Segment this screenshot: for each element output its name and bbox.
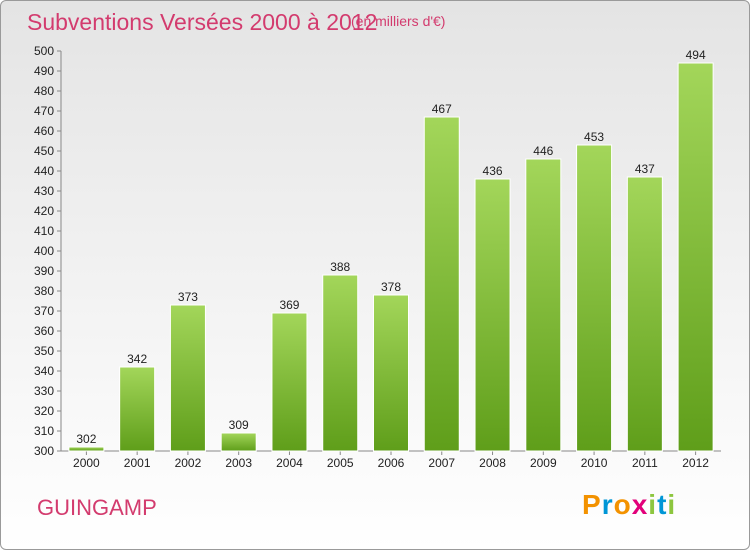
- y-tick-label: 450: [34, 144, 54, 158]
- logo-letter: r: [601, 489, 614, 520]
- bar: [525, 158, 562, 452]
- y-tick-label: 430: [34, 184, 54, 198]
- proxiti-logo: Proxiti: [582, 489, 676, 521]
- x-tick-label: 2008: [479, 456, 506, 470]
- bar-value-label: 369: [279, 298, 299, 312]
- logo-letter: o: [613, 489, 632, 520]
- bar: [474, 178, 511, 452]
- bar: [119, 366, 156, 452]
- x-tick-label: 2005: [327, 456, 354, 470]
- bar-value-label: 378: [381, 280, 401, 294]
- bar: [576, 144, 613, 452]
- bar-value-label: 494: [686, 48, 706, 62]
- x-tick-label: 2002: [175, 456, 202, 470]
- commune-name: GUINGAMP: [37, 495, 157, 520]
- y-tick-label: 380: [34, 284, 54, 298]
- bar: [220, 432, 257, 452]
- bar-value-label: 388: [330, 260, 350, 274]
- x-tick-label: 2003: [225, 456, 252, 470]
- bar-value-label: 342: [127, 352, 147, 366]
- y-tick-label: 370: [34, 304, 54, 318]
- logo-letter: P: [582, 489, 602, 520]
- y-tick-label: 400: [34, 244, 54, 258]
- bar: [271, 312, 308, 452]
- y-tick-label: 470: [34, 104, 54, 118]
- x-tick-label: 2007: [428, 456, 455, 470]
- y-tick-label: 350: [34, 344, 54, 358]
- bar: [373, 294, 409, 452]
- y-tick-label: 390: [34, 264, 54, 278]
- logo-letter: i: [667, 489, 677, 520]
- y-tick-label: 490: [34, 64, 54, 78]
- y-tick-label: 360: [34, 324, 54, 338]
- bar-value-label: 309: [229, 418, 249, 432]
- y-tick-label: 500: [34, 44, 54, 58]
- y-tick-label: 340: [34, 364, 54, 378]
- chart-title: Subventions Versées 2000 à 2012: [27, 9, 378, 35]
- bar: [322, 274, 359, 452]
- bar: [423, 116, 460, 452]
- x-tick-label: 2009: [530, 456, 557, 470]
- logo-letter: x: [631, 489, 649, 520]
- x-tick-label: 2000: [73, 456, 100, 470]
- bar-value-label: 302: [76, 432, 96, 446]
- bar: [626, 176, 663, 452]
- chart-subtitle: (en milliers d'€): [351, 13, 446, 29]
- x-tick-label: 2010: [581, 456, 608, 470]
- bar-value-label: 437: [635, 162, 655, 176]
- y-tick-label: 440: [34, 164, 54, 178]
- y-tick-label: 480: [34, 84, 54, 98]
- y-tick-label: 460: [34, 124, 54, 138]
- y-tick-label: 300: [34, 444, 54, 458]
- logo-letter: i: [648, 489, 658, 520]
- bar: [68, 446, 105, 452]
- bar-value-label: 436: [483, 164, 503, 178]
- bar-value-label: 446: [533, 144, 553, 158]
- bar-value-label: 373: [178, 290, 198, 304]
- x-tick-label: 2006: [378, 456, 405, 470]
- x-tick-label: 2012: [682, 456, 709, 470]
- y-tick-label: 420: [34, 204, 54, 218]
- y-tick-label: 310: [34, 424, 54, 438]
- logo-letter: t: [657, 489, 668, 520]
- bar: [677, 62, 714, 452]
- y-tick-label: 330: [34, 384, 54, 398]
- x-tick-label: 2004: [276, 456, 303, 470]
- x-tick-label: 2011: [632, 456, 658, 470]
- y-tick-label: 410: [34, 224, 54, 238]
- bar: [169, 304, 206, 452]
- y-tick-label: 320: [34, 404, 54, 418]
- bar-value-label: 467: [432, 102, 452, 116]
- x-tick-label: 2001: [124, 456, 151, 470]
- bar-value-label: 453: [584, 130, 604, 144]
